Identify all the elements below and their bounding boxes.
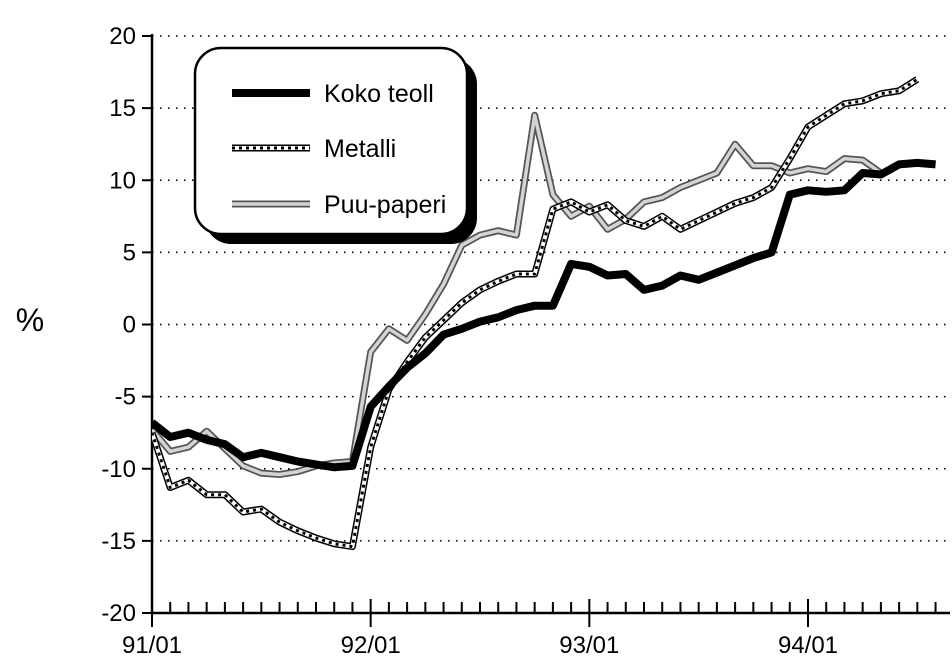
series-line-stroke: [152, 158, 936, 472]
series-line: [152, 158, 936, 472]
y-tick-label: -20: [101, 600, 136, 627]
y-tick-label: -5: [115, 384, 136, 411]
y-axis-label: %: [16, 302, 44, 338]
legend-label: Koko teoll: [324, 80, 434, 108]
x-tick-label: 92/01: [341, 632, 401, 659]
series-lines: [152, 76, 936, 551]
x-tick-label: 91/01: [122, 632, 182, 659]
y-tick-label: 15: [109, 95, 136, 122]
series-line: [152, 111, 883, 478]
y-tick-label: 20: [109, 23, 136, 50]
legend-label: Puu-paperi: [324, 191, 446, 219]
x-tick-label: 93/01: [559, 632, 619, 659]
series-line: [152, 76, 920, 551]
tick-labels: 20 15 10 5 0 -5 -10 -15 -20 91/01 92/01 93/01 94/01: [101, 23, 838, 659]
series-line-fill: [152, 113, 882, 477]
gridlines: [152, 35, 950, 542]
y-tick-label: 10: [109, 167, 136, 194]
y-tick-label: 0: [123, 312, 136, 339]
x-tick-label: 94/01: [778, 632, 838, 659]
series-line-hatch: [152, 78, 919, 549]
y-tick-label: -10: [101, 456, 136, 483]
y-tick-label: -15: [101, 528, 136, 555]
axes: [142, 34, 950, 627]
legend-label: Metalli: [324, 135, 396, 163]
legend: Koko teoll Metalli Puu-paperi: [193, 46, 477, 244]
y-tick-label: 5: [123, 239, 136, 266]
